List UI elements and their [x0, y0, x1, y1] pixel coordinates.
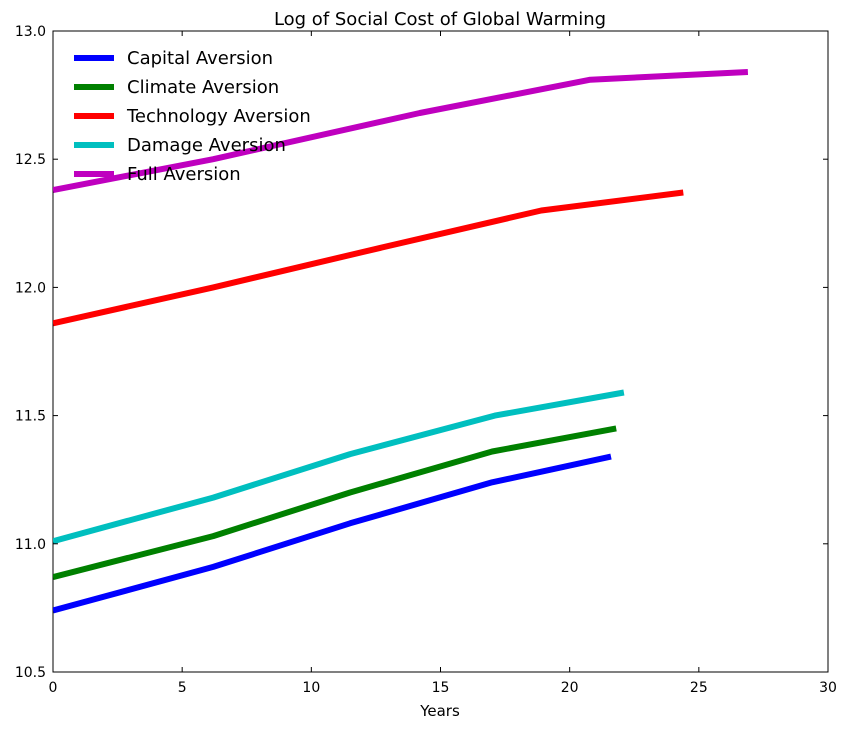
chart-title: Log of Social Cost of Global Warming — [274, 9, 606, 30]
series-line-climate-aversion — [53, 425, 617, 581]
x-tick-label: 30 — [819, 680, 837, 696]
axis-ticks: 0 5 10 15 20 25 30 10.5 11.0 11.5 12.0 12.5 13.0 — [15, 24, 837, 696]
x-tick-label: 0 — [49, 680, 58, 696]
legend-label-capital-aversion: Capital Aversion — [127, 48, 273, 69]
x-tick-label: 25 — [690, 680, 708, 696]
y-tick-label: 11.0 — [15, 537, 46, 553]
y-tick-label: 10.5 — [15, 665, 46, 681]
legend-label-technology-aversion: Technology Aversion — [126, 106, 311, 127]
series-line-technology-aversion — [53, 189, 684, 327]
series-line-damage-aversion — [53, 389, 625, 545]
x-tick-label: 15 — [432, 680, 450, 696]
legend-label-full-aversion: Full Aversion — [127, 164, 241, 185]
series-line-capital-aversion — [53, 453, 612, 614]
x-tick-label: 10 — [302, 680, 320, 696]
legend-label-climate-aversion: Climate Aversion — [127, 77, 279, 98]
legend-label-damage-aversion: Damage Aversion — [127, 135, 286, 156]
x-tick-label: 20 — [561, 680, 579, 696]
y-tick-label: 13.0 — [15, 24, 46, 40]
y-tick-label: 12.5 — [15, 152, 46, 168]
y-tick-label: 11.5 — [15, 409, 46, 425]
x-axis-label: Years — [419, 702, 460, 720]
x-tick-label: 5 — [178, 680, 187, 696]
series-layer — [53, 69, 749, 614]
y-tick-label: 12.0 — [15, 280, 46, 296]
legend: Capital Aversion Climate Aversion Technolo… — [74, 48, 311, 185]
series-line-full-aversion — [53, 69, 749, 193]
